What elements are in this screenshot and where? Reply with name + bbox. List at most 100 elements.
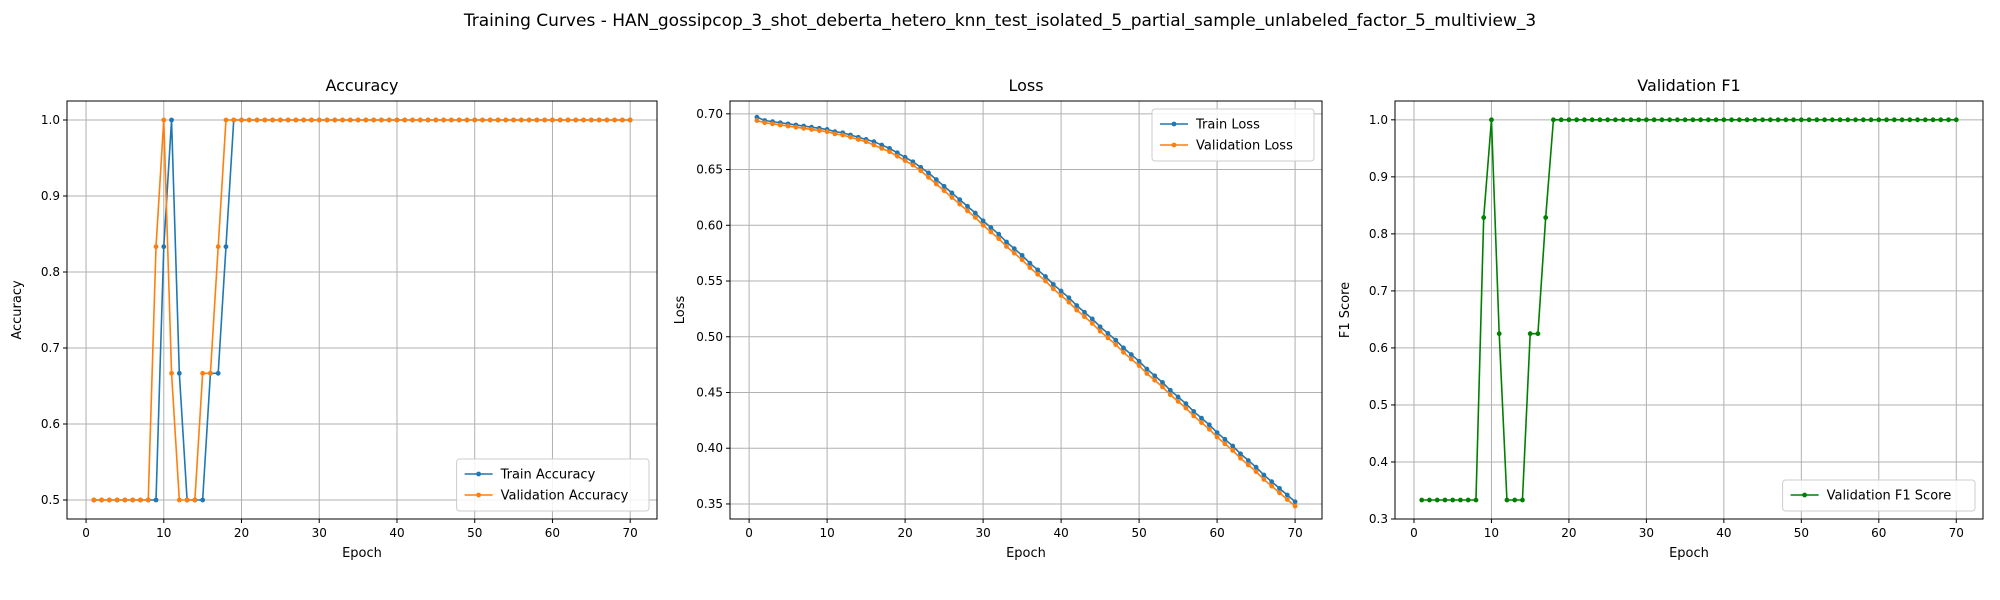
validation-accuracy-point	[324, 117, 330, 123]
validation-f1-score-point	[1860, 117, 1866, 123]
validation-accuracy-point	[239, 117, 244, 123]
validation-f1-score-point	[1597, 117, 1603, 123]
train-loss-point	[1214, 430, 1220, 436]
train-loss-point	[1097, 324, 1103, 330]
train-loss-point	[754, 114, 760, 120]
validation-loss-point	[1058, 293, 1064, 298]
train-loss-point	[972, 210, 978, 216]
validation-f1-score-point	[1427, 497, 1432, 503]
train-loss-point	[1253, 464, 1259, 470]
validation-loss-legend-marker	[1171, 142, 1177, 148]
validation-loss-point	[910, 162, 916, 168]
validation-f1-score-point	[1884, 117, 1889, 123]
validation-f1-score-point	[1620, 117, 1626, 123]
train-loss-point	[988, 225, 994, 230]
validation-f1-score-point	[1814, 117, 1820, 123]
validation-accuracy-point	[410, 117, 415, 123]
validation-loss-point	[762, 120, 768, 126]
validation-accuracy-legend-marker	[476, 492, 481, 498]
validation-f1-legend: Validation F1 Score	[1782, 479, 1976, 512]
validation-loss-point	[1167, 392, 1173, 398]
validation-f1-xtick-label: 20	[1561, 526, 1576, 540]
validation-accuracy-point	[161, 117, 167, 123]
validation-f1-score-point	[1527, 331, 1533, 337]
train-loss-point	[1136, 358, 1142, 364]
train-loss-point	[1269, 479, 1275, 485]
accuracy-xtick-label: 10	[156, 526, 171, 540]
train-loss-point	[1152, 373, 1158, 379]
validation-accuracy-point	[441, 117, 447, 123]
validation-loss-point	[902, 158, 908, 164]
train-loss-point	[1019, 252, 1025, 258]
validation-loss-point	[1050, 286, 1056, 292]
validation-accuracy-point	[231, 117, 237, 123]
accuracy-ytick-label: 0.6	[41, 417, 60, 431]
validation-accuracy-point	[511, 117, 516, 123]
validation-f1-score-point	[1915, 117, 1920, 123]
validation-accuracy-line	[93, 119, 631, 501]
validation-loss-point	[1121, 349, 1126, 355]
accuracy-ytick-label: 0.7	[41, 341, 60, 355]
validation-f1-score-point	[1674, 117, 1680, 123]
validation-f1-score-legend-label: Validation F1 Score	[1827, 489, 1952, 504]
accuracy-xtick-label: 40	[389, 526, 404, 540]
validation-f1-score-point	[1465, 497, 1471, 503]
validation-f1-score-line	[1421, 119, 1957, 501]
validation-f1-score-point	[1922, 117, 1928, 123]
validation-accuracy-point	[596, 117, 602, 123]
train-loss-point	[1082, 309, 1087, 315]
validation-accuracy-point	[402, 117, 408, 123]
validation-f1-score-point	[1729, 117, 1735, 123]
validation-accuracy-point	[573, 117, 579, 123]
validation-loss-point	[1152, 377, 1158, 383]
validation-accuracy-point	[480, 117, 485, 123]
validation-f1-score-point	[1582, 117, 1587, 123]
loss-ytick-label: 0.35	[696, 497, 723, 511]
validation-loss-point	[1238, 455, 1243, 461]
validation-f1-score-point	[1907, 117, 1913, 123]
validation-accuracy-point	[114, 497, 120, 503]
accuracy-xtick-label: 0	[82, 526, 90, 540]
loss-xtick-label: 50	[1131, 526, 1146, 540]
loss-axes-frame	[729, 100, 1323, 520]
validation-accuracy-point	[542, 117, 548, 123]
validation-f1-score-point	[1504, 497, 1510, 503]
train-loss-point	[1191, 409, 1197, 414]
validation-loss-legend-label: Validation Loss	[1196, 139, 1293, 154]
validation-f1-score-point	[1512, 497, 1518, 503]
validation-accuracy-point	[215, 244, 221, 250]
validation-f1-score-point	[1767, 117, 1773, 123]
validation-accuracy-point	[184, 497, 190, 503]
validation-f1-score-point	[1760, 117, 1765, 123]
validation-f1-score-point	[1736, 117, 1742, 123]
loss-xtick-label: 40	[1053, 526, 1068, 540]
validation-f1-score-point	[1566, 117, 1572, 123]
validation-f1-xtick-label: 70	[1949, 526, 1964, 540]
validation-loss-point	[1183, 405, 1189, 411]
validation-accuracy-point	[200, 370, 206, 376]
validation-accuracy-point	[208, 370, 213, 376]
validation-f1-score-point	[1535, 331, 1541, 337]
train-loss-point	[1175, 394, 1181, 400]
train-loss-legend-label: Train Loss	[1195, 118, 1260, 133]
validation-accuracy-point	[487, 117, 493, 123]
train-loss-point	[918, 164, 924, 170]
validation-f1-ytick-label: 0.5	[1369, 398, 1388, 412]
train-loss-point	[1113, 337, 1119, 343]
validation-accuracy-point	[246, 117, 252, 123]
validation-f1-score-point	[1489, 117, 1494, 123]
validation-f1-score-point	[1721, 117, 1727, 123]
validation-accuracy-point	[316, 117, 322, 123]
validation-accuracy-point	[604, 117, 610, 123]
validation-f1-score-point	[1419, 497, 1425, 503]
validation-loss-point	[1230, 448, 1236, 453]
validation-accuracy-point	[122, 497, 128, 503]
train-loss-point	[1089, 316, 1095, 322]
validation-f1-score-point	[1434, 497, 1440, 503]
validation-loss-point	[926, 174, 931, 180]
train-accuracy-point	[200, 497, 206, 503]
loss-title: Loss	[1008, 76, 1043, 95]
validation-loss-point	[1128, 356, 1134, 362]
validation-accuracy-point	[518, 117, 524, 123]
